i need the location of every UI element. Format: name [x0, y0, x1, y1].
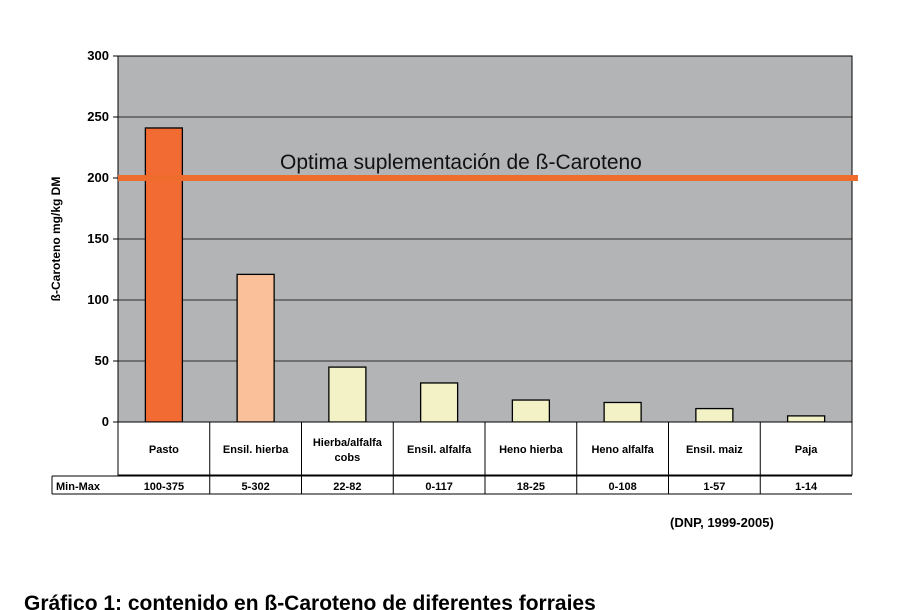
- min-max-value: 1-14: [795, 481, 818, 493]
- category-label: Ensil. alfalfa: [407, 444, 472, 456]
- figure-caption: Gráfico 1: contenido en ß-Caroteno de di…: [24, 592, 596, 610]
- min-max-value: 0-108: [609, 481, 637, 493]
- y-tick-label: 0: [102, 414, 109, 429]
- bar: [328, 366, 367, 423]
- bar: [236, 273, 275, 423]
- bar: [144, 127, 184, 423]
- min-max-value: 5-302: [242, 481, 270, 493]
- source-note: (DNP, 1999-2005): [670, 515, 774, 530]
- min-max-value: 0-117: [425, 481, 453, 493]
- bar: [695, 407, 734, 423]
- y-tick-label: 250: [87, 109, 109, 124]
- category-table: Pasto 100-375 Ensil. hierba 5-302 Hierba/alf…: [51, 421, 853, 495]
- category-label: Heno hierba: [499, 444, 563, 456]
- category-label: Pasto: [149, 444, 179, 456]
- y-tick-label: 150: [87, 231, 109, 246]
- category-label: Heno alfalfa: [591, 444, 654, 456]
- y-tick-label: 50: [95, 353, 109, 368]
- y-tick-label: 300: [87, 48, 109, 63]
- min-max-row-label: Min-Max: [56, 481, 101, 493]
- category-label: Paja: [795, 444, 819, 456]
- bar: [786, 415, 826, 423]
- bar: [419, 382, 459, 423]
- min-max-value: 100-375: [144, 481, 184, 493]
- min-max-value: 22-82: [333, 481, 361, 493]
- min-max-value: 1-57: [703, 481, 725, 493]
- bar: [511, 399, 551, 423]
- reference-line-label: Optima suplementación de ß-Caroteno: [280, 151, 642, 174]
- y-axis: 0 50 100 150 200 250 300: [87, 48, 119, 429]
- category-label: Ensil. maiz: [686, 444, 743, 456]
- min-max-value: 18-25: [517, 481, 545, 493]
- y-axis-label: ß-Caroteno mg/kg DM: [49, 177, 63, 302]
- bar: [603, 401, 642, 423]
- category-label: cobs: [335, 452, 361, 464]
- category-label: Ensil. hierba: [223, 444, 289, 456]
- category-label: Hierba/alfalfa: [313, 437, 383, 449]
- y-tick-label: 200: [87, 170, 109, 185]
- y-tick-label: 100: [87, 292, 109, 307]
